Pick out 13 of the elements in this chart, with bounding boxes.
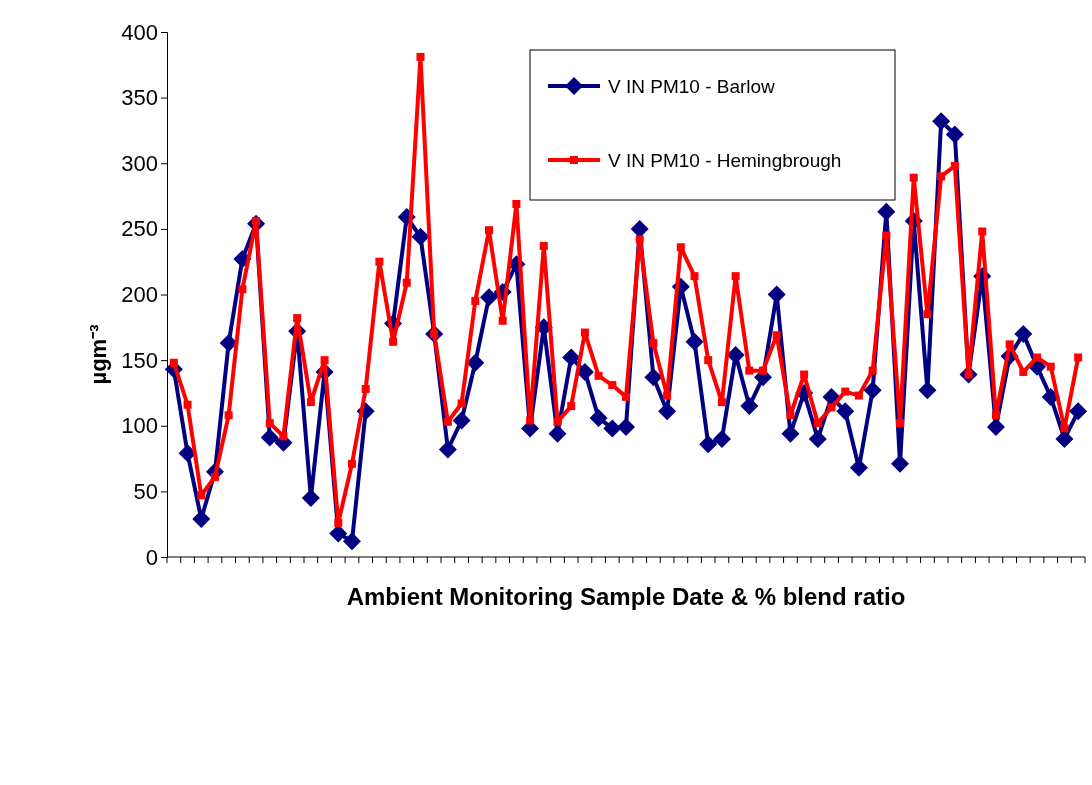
y-tick-label: 50 [133, 478, 158, 504]
y-tick-label: 100 [121, 413, 158, 439]
y-tick-label: 350 [121, 85, 158, 111]
x-axis-title: Ambient Monitoring Sample Date & % blend ratio [346, 583, 906, 610]
y-tick-label: 150 [121, 347, 158, 373]
y-tick-label: 200 [121, 282, 158, 308]
legend-label: V IN PM10 - Barlow [608, 76, 776, 97]
y-tick-label: 400 [121, 19, 158, 45]
y-axis-title: µgm⁻³ [86, 324, 111, 385]
y-tick-label: 300 [121, 150, 158, 176]
y-tick-label: 0 [145, 544, 158, 570]
legend-label: V IN PM10 - Hemingbrough [608, 150, 842, 171]
y-tick-label: 250 [121, 216, 158, 242]
